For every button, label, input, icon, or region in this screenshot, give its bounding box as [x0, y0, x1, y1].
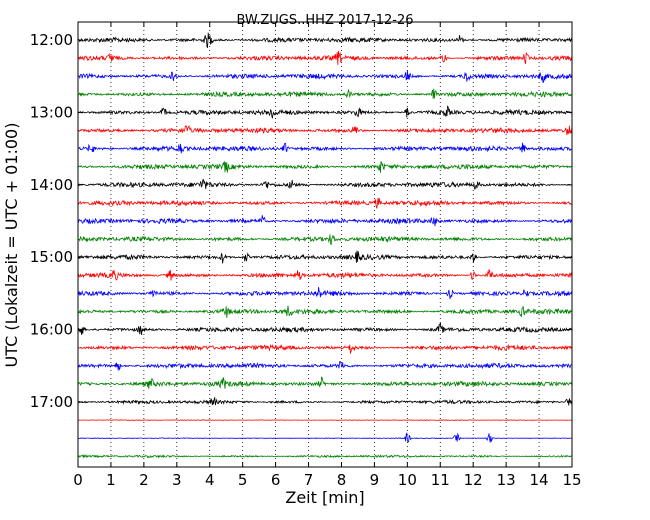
seismic-trace-1715 [77, 419, 572, 422]
x-tick-label: 14 [530, 471, 549, 489]
seismic-trace-1230 [77, 70, 573, 84]
seismic-trace-1400 [77, 178, 572, 190]
y-tick-label: 13:00 [30, 103, 73, 121]
seismic-trace-1245 [77, 88, 573, 99]
x-tick-label: 3 [172, 471, 182, 489]
seismic-trace-1745 [77, 454, 572, 459]
seismic-trace-1415 [77, 197, 572, 209]
chart-title: BW.ZUGS..HHZ 2017-12-26 [236, 13, 413, 28]
seismic-trace-1645 [77, 376, 573, 389]
seismic-trace-1530 [77, 286, 573, 300]
x-tick-label: 4 [205, 471, 215, 489]
x-tick-label: 12 [464, 471, 483, 489]
seismic-trace-1445 [78, 234, 572, 246]
seismic-trace-1730 [77, 432, 572, 443]
x-axis-label: Zeit [min] [285, 488, 364, 507]
seismic-trace-1600 [77, 322, 573, 336]
y-tick-label: 14:00 [30, 176, 73, 194]
seismic-trace-1200 [77, 32, 573, 49]
x-tick-label: 8 [337, 471, 347, 489]
seismic-trace-1545 [77, 305, 573, 318]
x-tick-label: 6 [271, 471, 281, 489]
x-tick-label: 13 [497, 471, 516, 489]
x-tick-label: 7 [304, 471, 314, 489]
seismic-trace-1500 [77, 250, 573, 264]
y-tick-label: 16:00 [30, 321, 73, 339]
x-tick-label: 15 [562, 471, 581, 489]
y-tick-label: 17:00 [30, 393, 73, 411]
x-tick-label: 10 [398, 471, 417, 489]
axis-ticks: 0 1 2 3 4 5 6 7 8 9 10 11 12 13 14 1512:0013:0014:0015:… [30, 22, 582, 489]
seismic-trace-1515 [77, 269, 573, 281]
seismic-trace-1630 [77, 360, 572, 371]
seismic-trace-1300 [77, 105, 573, 119]
y-tick-label: 12:00 [30, 31, 73, 49]
trace-lines [77, 32, 573, 459]
seismic-trace-1430 [77, 215, 573, 227]
x-tick-label: 11 [431, 471, 450, 489]
seismic-trace-1330 [77, 142, 572, 154]
plot-frame [77, 21, 573, 468]
x-tick-label: 0 [73, 471, 83, 489]
seismic-trace-1700 [77, 396, 573, 406]
x-tick-label: 2 [139, 471, 149, 489]
seismic-trace-1615 [77, 343, 573, 355]
y-tick-label: 15:00 [30, 248, 73, 266]
x-tick-label: 5 [238, 471, 248, 489]
seismic-trace-1345 [77, 161, 572, 173]
x-tick-label: 1 [106, 471, 116, 489]
seismic-trace-1215 [77, 50, 573, 65]
y-axis-label: UTC (Lokalzeit = UTC + 01:00) [2, 123, 21, 368]
x-tick-label: 9 [370, 471, 380, 489]
seismic-trace-1315 [77, 124, 573, 135]
